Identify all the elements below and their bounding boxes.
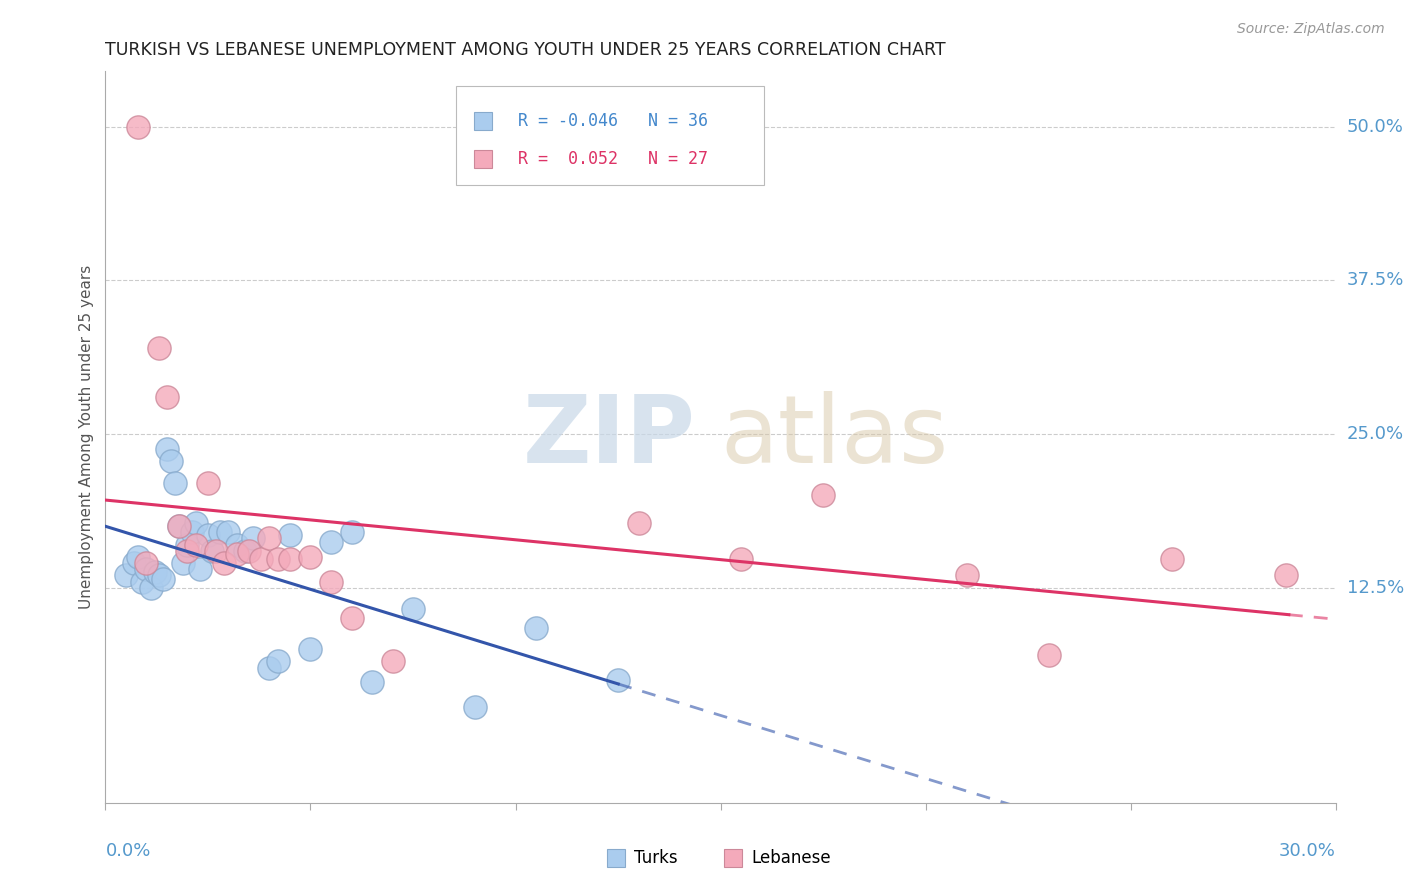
Point bbox=[197, 476, 219, 491]
Point bbox=[956, 568, 979, 582]
Point bbox=[607, 673, 630, 687]
Point bbox=[169, 519, 191, 533]
Point bbox=[176, 538, 198, 552]
Text: Turks: Turks bbox=[634, 848, 678, 867]
Point bbox=[299, 642, 322, 657]
Point bbox=[156, 390, 179, 404]
Text: 37.5%: 37.5% bbox=[1347, 271, 1405, 289]
Point bbox=[176, 543, 198, 558]
Point bbox=[165, 476, 187, 491]
Text: 12.5%: 12.5% bbox=[1347, 579, 1405, 597]
Point bbox=[127, 120, 149, 134]
Point bbox=[135, 556, 157, 570]
Point bbox=[201, 543, 224, 558]
Point bbox=[811, 488, 834, 502]
Point bbox=[381, 655, 404, 669]
Text: 25.0%: 25.0% bbox=[1347, 425, 1405, 443]
Point bbox=[139, 581, 162, 595]
Point bbox=[319, 574, 342, 589]
Point bbox=[340, 525, 363, 540]
Text: 30.0%: 30.0% bbox=[1279, 842, 1336, 860]
Y-axis label: Unemployment Among Youth under 25 years: Unemployment Among Youth under 25 years bbox=[79, 265, 94, 609]
Point bbox=[152, 572, 174, 586]
Point bbox=[267, 655, 290, 669]
Point bbox=[225, 548, 247, 562]
Point bbox=[172, 556, 194, 570]
Point bbox=[1275, 568, 1298, 582]
Point bbox=[278, 528, 301, 542]
Point bbox=[730, 552, 752, 566]
Point bbox=[524, 621, 547, 635]
Point bbox=[197, 528, 219, 542]
Point bbox=[250, 552, 273, 566]
Point bbox=[218, 525, 240, 540]
Text: Source: ZipAtlas.com: Source: ZipAtlas.com bbox=[1237, 22, 1385, 37]
Point bbox=[115, 568, 138, 582]
Point bbox=[184, 538, 207, 552]
Point bbox=[188, 562, 211, 576]
Point bbox=[1038, 648, 1060, 663]
Point bbox=[361, 675, 384, 690]
Point bbox=[238, 543, 260, 558]
Point bbox=[169, 519, 191, 533]
Point bbox=[627, 516, 650, 530]
Point bbox=[319, 535, 342, 549]
Point bbox=[160, 454, 183, 468]
Point bbox=[148, 341, 170, 355]
Text: R =  0.052   N = 27: R = 0.052 N = 27 bbox=[517, 150, 707, 168]
Point bbox=[299, 549, 322, 564]
Text: ZIP: ZIP bbox=[523, 391, 696, 483]
Point bbox=[205, 543, 228, 558]
Point bbox=[180, 525, 202, 540]
Point bbox=[214, 556, 236, 570]
Point bbox=[127, 549, 149, 564]
Point bbox=[267, 552, 290, 566]
Point bbox=[184, 516, 207, 530]
Point bbox=[259, 532, 281, 546]
Point bbox=[122, 556, 145, 570]
Point bbox=[242, 532, 264, 546]
Text: 50.0%: 50.0% bbox=[1347, 118, 1403, 136]
Point bbox=[135, 562, 157, 576]
FancyBboxPatch shape bbox=[456, 86, 763, 185]
Text: 0.0%: 0.0% bbox=[105, 842, 150, 860]
Point bbox=[340, 611, 363, 625]
Point bbox=[148, 568, 170, 582]
Point bbox=[143, 565, 166, 579]
Point bbox=[156, 442, 179, 456]
Text: TURKISH VS LEBANESE UNEMPLOYMENT AMONG YOUTH UNDER 25 YEARS CORRELATION CHART: TURKISH VS LEBANESE UNEMPLOYMENT AMONG Y… bbox=[105, 41, 946, 59]
Point bbox=[1160, 552, 1182, 566]
Point bbox=[225, 538, 247, 552]
Point bbox=[402, 601, 425, 615]
Point bbox=[209, 525, 232, 540]
Text: Lebanese: Lebanese bbox=[751, 848, 831, 867]
Point bbox=[233, 543, 256, 558]
Point bbox=[464, 700, 486, 714]
Text: R = -0.046   N = 36: R = -0.046 N = 36 bbox=[517, 112, 707, 130]
Text: atlas: atlas bbox=[721, 391, 949, 483]
Point bbox=[278, 552, 301, 566]
Point bbox=[259, 660, 281, 674]
Point bbox=[131, 574, 153, 589]
